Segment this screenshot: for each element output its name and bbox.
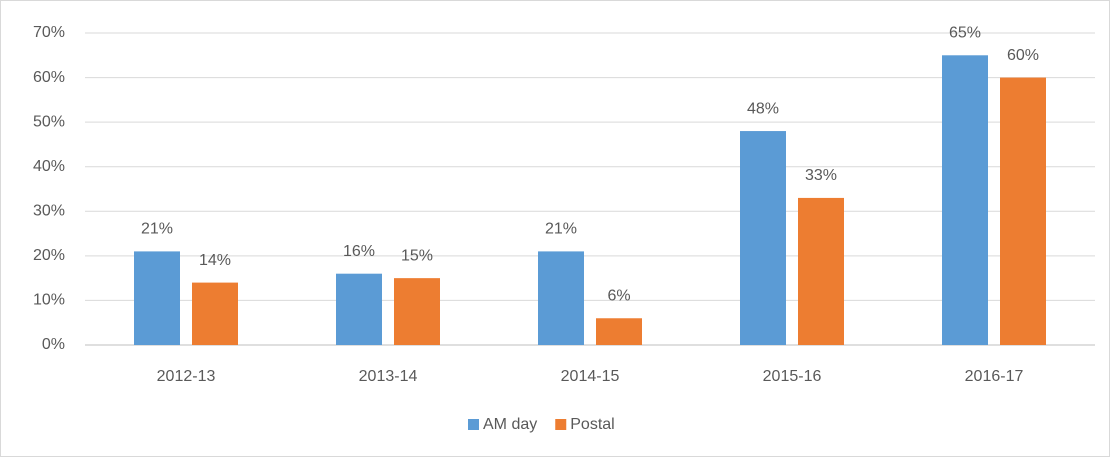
y-tick-label: 0% xyxy=(42,336,65,353)
bar xyxy=(1000,77,1046,346)
data-label: 65% xyxy=(949,25,981,42)
y-tick-label: 70% xyxy=(33,24,65,41)
bar xyxy=(192,282,238,345)
data-label: 33% xyxy=(805,167,837,184)
data-label: 21% xyxy=(545,221,577,238)
data-label: 48% xyxy=(747,100,779,117)
data-label: 15% xyxy=(401,247,433,264)
legend-label: Postal xyxy=(570,416,614,433)
y-tick-label: 60% xyxy=(33,69,65,86)
legend-swatch xyxy=(555,419,567,430)
x-tick-label: 2013-14 xyxy=(359,368,418,385)
x-tick-label: 2014-15 xyxy=(561,368,620,385)
y-tick-label: 40% xyxy=(33,158,65,175)
x-tick-label: 2016-17 xyxy=(965,368,1024,385)
data-label: 14% xyxy=(199,252,231,269)
y-tick-label: 20% xyxy=(33,247,65,264)
y-tick-label: 30% xyxy=(33,203,65,220)
bar xyxy=(336,273,382,345)
bar xyxy=(538,251,584,345)
x-tick-label: 2015-16 xyxy=(763,368,822,385)
bar xyxy=(798,197,844,345)
bar xyxy=(740,131,786,345)
y-tick-label: 10% xyxy=(33,292,65,309)
x-tick-label: 2012-13 xyxy=(157,368,216,385)
data-label: 6% xyxy=(607,287,630,304)
legend-label: AM day xyxy=(483,416,537,433)
legend-swatch xyxy=(468,419,479,430)
bar xyxy=(596,318,642,345)
bar xyxy=(394,278,440,345)
data-label: 16% xyxy=(343,243,375,260)
data-label: 21% xyxy=(141,221,173,238)
bar xyxy=(134,251,180,345)
data-label: 60% xyxy=(1007,47,1039,64)
bar xyxy=(942,55,988,346)
y-tick-label: 50% xyxy=(33,113,65,130)
